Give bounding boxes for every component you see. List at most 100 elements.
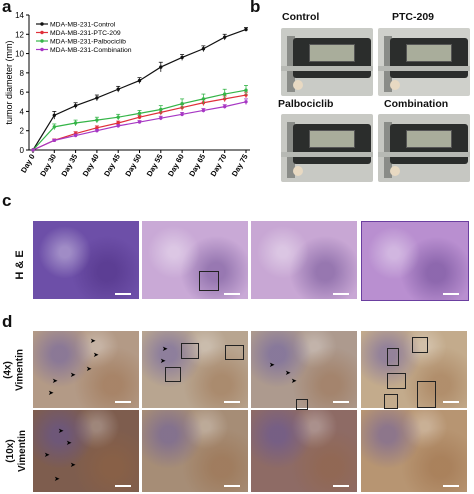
scale-bar [115,401,131,403]
caliper-photo-title: Palbociclib [278,98,334,110]
data-point [223,92,227,96]
x-tick-label: Day 55 [145,153,165,178]
legend-swatch-marker [40,39,44,43]
vimentin-micrograph [33,410,139,492]
caliper-beam [281,152,373,157]
y-tick-label: 2 [20,127,25,136]
legend-entry: MDA-MB-231-PTC-209 [50,30,121,37]
chart-series [31,27,248,152]
arrow-icon: ➤ [162,346,168,353]
data-point [73,133,78,138]
arrow-icon: ➤ [93,352,99,359]
legend-entry: MDA-MB-231-Control [50,22,116,29]
panel-label-b: b [250,0,261,16]
scale-bar [443,485,459,487]
data-point [223,35,227,39]
he-micrograph [33,221,139,299]
arrow-icon: ➤ [70,372,76,379]
data-point [73,121,78,125]
data-point [180,102,184,106]
data-point [95,129,99,133]
roi-box [412,337,428,353]
panel-label-a: a [2,0,12,16]
roi-box [165,367,181,382]
caliper-display [406,44,452,62]
scale-bar [333,485,349,487]
arrow-icon: ➤ [48,390,54,397]
scale-bar [115,485,131,487]
series-line [32,101,247,151]
scale-bar [115,293,131,295]
data-point [159,116,163,120]
data-point [116,115,120,119]
data-point [244,27,248,32]
data-point [52,125,56,129]
arrow-icon: ➤ [70,462,76,469]
vimentin-row-label: (4x) Vimentin [3,331,31,408]
data-point [223,104,227,109]
x-tick-label: Day 75 [230,153,250,178]
stain-label: Vimentin [14,348,26,391]
y-tick-label: 10 [15,50,24,59]
he-row-label: H & E [14,250,26,280]
caliper-photo [281,28,373,96]
arrow-icon: ➤ [44,452,50,459]
caliper-beam [281,66,373,71]
data-point [244,88,248,92]
data-point [201,97,206,101]
arrow-icon: ➤ [58,428,64,435]
data-point [159,65,163,69]
data-point [52,113,56,117]
y-tick-label: 8 [20,69,25,78]
vimentin-micrograph [251,410,357,492]
x-tick-label: Day 50 [123,153,143,178]
y-tick-label: 14 [15,11,24,20]
data-point [137,120,142,124]
scale-bar [224,485,240,487]
roi-box [387,373,406,389]
x-tick-label: Day 65 [187,153,207,178]
caliper-photo-title: Combination [384,98,449,110]
he-micrograph [251,221,357,299]
series-line [32,89,247,151]
vimentin-micrograph [142,410,248,492]
caliper-beam [378,66,470,71]
arrow-icon: ➤ [160,358,166,365]
scale-bar [333,401,349,403]
scale-bar [224,401,240,403]
data-point [116,121,120,125]
arrow-icon: ➤ [54,476,60,483]
data-point [180,112,184,117]
data-point [137,115,142,119]
x-tick-label: Day 30 [38,153,58,178]
data-point [116,87,120,91]
caliper-jaw [384,36,392,92]
roi-box [181,343,199,359]
roi-box [296,399,308,410]
y-tick-label: 12 [15,30,24,39]
scale-bar [333,293,349,295]
vimentin-micrograph [361,410,467,492]
panel-label-d: d [2,312,13,331]
data-point [201,47,206,51]
caliper-jaw [384,122,392,178]
arrow-icon: ➤ [52,378,58,385]
y-tick-label: 6 [20,88,25,97]
data-point [95,118,99,122]
magnification-label: (10x) [5,439,16,463]
scale-bar [443,401,459,403]
y-tick-label: 0 [20,146,25,155]
tumor-sample [390,166,400,176]
tumor-sample [293,80,303,90]
x-tick-label: Day 35 [59,153,79,178]
y-axis-label: tumor diameter (mm) [4,40,14,124]
scale-bar [443,293,459,295]
caliper-photo-title: Control [282,11,320,23]
scale-bar [224,293,240,295]
data-point [31,148,35,152]
data-point [73,103,78,108]
vimentin-micrograph [33,331,139,408]
